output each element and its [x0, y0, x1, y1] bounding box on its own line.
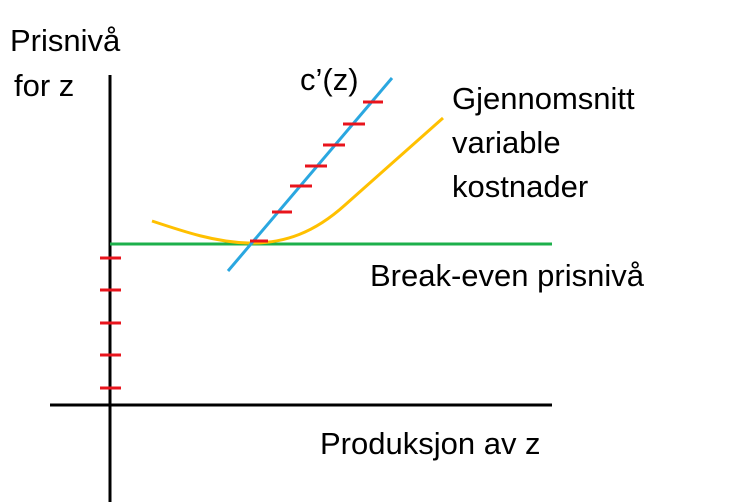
average-variable-cost-label: Gjennomsnitt: [452, 81, 635, 116]
break-even-label: Break-even prisnivå: [370, 258, 645, 293]
average-variable-cost-label: variable: [452, 125, 561, 160]
marginal-cost-ticks: [250, 100, 383, 243]
x-axis-label: Produksjon av z: [320, 426, 541, 461]
average-variable-cost-curve: [151, 116, 444, 245]
average-variable-cost-label: kostnader: [452, 169, 588, 204]
y-axis-ticks: [100, 256, 121, 390]
y-axis-label: Prisnivå: [10, 23, 121, 58]
marginal-cost-line: [226, 77, 394, 272]
y-axis-label: for z: [14, 68, 74, 103]
marginal-cost-label: c’(z): [300, 62, 359, 97]
